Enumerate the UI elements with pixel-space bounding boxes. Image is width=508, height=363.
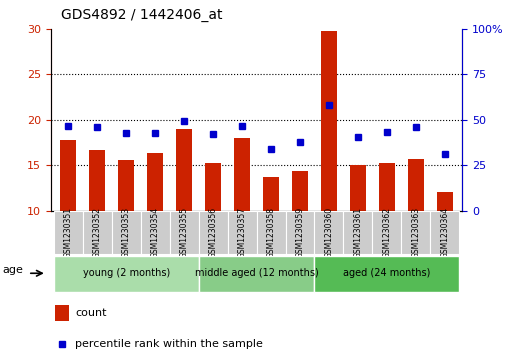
- Text: GSM1230360: GSM1230360: [325, 207, 333, 258]
- Text: GSM1230357: GSM1230357: [238, 207, 246, 258]
- Bar: [170, 211, 199, 254]
- Text: GSM1230363: GSM1230363: [411, 207, 421, 258]
- Text: GSM1230355: GSM1230355: [180, 207, 188, 258]
- Bar: [372, 211, 401, 254]
- Bar: [199, 211, 228, 254]
- Bar: [199, 256, 314, 292]
- Text: GSM1230353: GSM1230353: [121, 207, 131, 258]
- Bar: [430, 211, 459, 254]
- Bar: [401, 211, 430, 254]
- Text: GSM1230351: GSM1230351: [64, 207, 73, 258]
- Bar: [314, 256, 459, 292]
- Text: GSM1230352: GSM1230352: [92, 207, 102, 258]
- Text: young (2 months): young (2 months): [82, 268, 170, 278]
- Bar: [141, 211, 170, 254]
- Bar: [55, 305, 69, 321]
- Text: GSM1230356: GSM1230356: [209, 207, 217, 258]
- Bar: [89, 150, 105, 211]
- Text: age: age: [3, 265, 23, 275]
- Text: GDS4892 / 1442406_at: GDS4892 / 1442406_at: [61, 8, 223, 22]
- Text: GSM1230354: GSM1230354: [150, 207, 160, 258]
- Bar: [234, 138, 250, 211]
- Text: percentile rank within the sample: percentile rank within the sample: [76, 339, 263, 349]
- Bar: [54, 211, 83, 254]
- Bar: [118, 160, 134, 211]
- Bar: [60, 140, 76, 211]
- Bar: [408, 159, 424, 211]
- Bar: [147, 153, 163, 211]
- Text: GSM1230364: GSM1230364: [440, 207, 450, 258]
- Bar: [314, 211, 343, 254]
- Bar: [228, 211, 257, 254]
- Text: aged (24 months): aged (24 months): [343, 268, 431, 278]
- Text: middle aged (12 months): middle aged (12 months): [195, 268, 319, 278]
- Bar: [343, 211, 372, 254]
- Bar: [263, 177, 279, 211]
- Bar: [83, 211, 112, 254]
- Bar: [54, 256, 199, 292]
- Bar: [205, 163, 221, 211]
- Text: GSM1230359: GSM1230359: [296, 207, 304, 258]
- Bar: [321, 31, 337, 211]
- Bar: [292, 171, 308, 211]
- Bar: [350, 165, 366, 211]
- Text: count: count: [76, 308, 107, 318]
- Bar: [379, 163, 395, 211]
- Text: GSM1230362: GSM1230362: [383, 207, 392, 258]
- Bar: [176, 129, 192, 211]
- Text: GSM1230358: GSM1230358: [267, 207, 275, 258]
- Bar: [437, 192, 453, 211]
- Bar: [257, 211, 285, 254]
- Text: GSM1230361: GSM1230361: [354, 207, 363, 258]
- Bar: [112, 211, 141, 254]
- Bar: [285, 211, 314, 254]
